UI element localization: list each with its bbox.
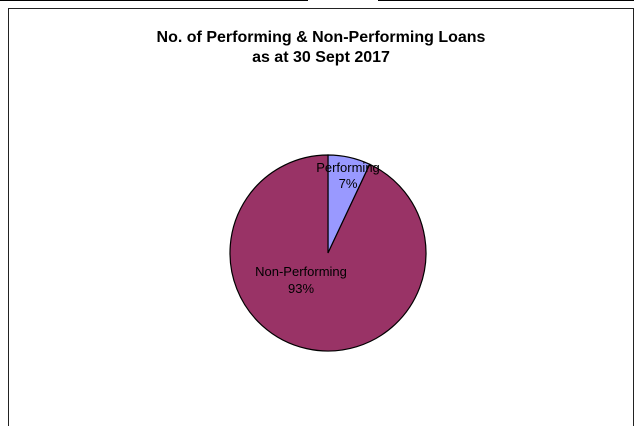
top-rule-right <box>378 0 634 1</box>
slice-label-performing: Performing <box>316 160 380 175</box>
pie-slice-non-performing <box>229 154 427 352</box>
slice-percent-performing: 7% <box>339 176 358 191</box>
pie-slices <box>229 154 427 352</box>
slice-percent-non-performing: 93% <box>288 281 314 296</box>
slice-label-non-performing: Non-Performing <box>255 264 347 279</box>
chart-title-line-2: as at 30 Sept 2017 <box>252 49 390 66</box>
chart-title-line-1: No. of Performing & Non-Performing Loans <box>156 29 486 46</box>
top-rule-left <box>0 0 308 1</box>
